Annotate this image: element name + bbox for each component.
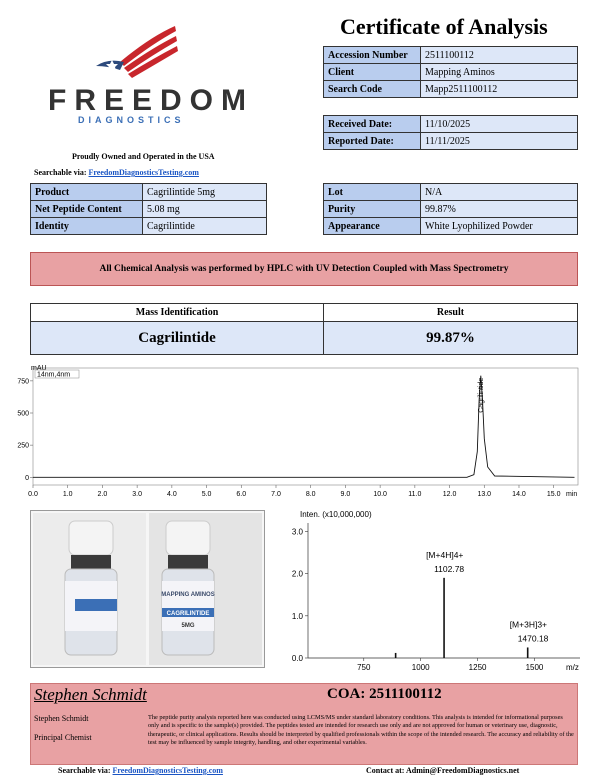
table-value: 5.08 mg	[142, 200, 267, 218]
tagline: Proudly Owned and Operated in the USA	[72, 152, 215, 161]
banner: All Chemical Analysis was performed by H…	[30, 252, 578, 286]
search-link[interactable]: FreedomDiagnosticsTesting.com	[88, 168, 199, 177]
table-value: 11/10/2025	[420, 115, 578, 133]
vial-brand: MAPPING AMINOS	[161, 592, 214, 598]
footer-box: Stephen Schmidt COA: 2511100112 Stephen …	[30, 683, 578, 765]
x-tick-label: 1000	[412, 663, 430, 672]
title: Certificate of Analysis	[340, 14, 548, 39]
coa-number: COA: 2511100112	[327, 686, 442, 702]
y-tick-label: 500	[17, 411, 29, 418]
x-tick-label: 3.0	[132, 491, 142, 498]
channel: 14nm,4nm	[37, 372, 70, 379]
logo-name: FREEDOM	[48, 84, 254, 117]
y-tick-label: 750	[17, 378, 29, 385]
table-value: White Lyophilized Powder	[420, 217, 578, 235]
table-value: N/A	[420, 183, 578, 201]
plot-frame	[32, 367, 579, 486]
x-tick-label: 1500	[526, 663, 544, 672]
y-unit: mAU	[31, 365, 47, 372]
peak-mz: 1470.18	[518, 633, 549, 643]
table-key: Identity	[30, 217, 143, 235]
footer-search-label: Searchable via:	[58, 766, 111, 775]
disclaimer: The peptide purity analysis reported her…	[148, 714, 574, 747]
x-tick-label: 7.0	[271, 491, 281, 498]
x-tick-label: 14.0	[512, 491, 526, 498]
ion-label: [M+3H]3+	[510, 619, 547, 629]
footer-search: Searchable via: FreedomDiagnosticsTestin…	[58, 766, 223, 775]
table-value: Mapping Aminos	[420, 63, 578, 81]
table-value: Cagrilintide 5mg	[142, 183, 267, 201]
table-key: Product	[30, 183, 143, 201]
table-key: Accession Number	[323, 46, 421, 64]
x-tick-label: 15.0	[547, 491, 561, 498]
search: Searchable via: FreedomDiagnosticsTestin…	[34, 168, 199, 177]
x-tick-label: 1.0	[63, 491, 73, 498]
logo-sub: DIAGNOSTICS	[78, 115, 185, 125]
x-unit: m/z	[566, 663, 579, 672]
result-header: Mass Identification	[30, 303, 324, 322]
x-tick-label: 2.0	[98, 491, 108, 498]
table-key: Lot	[323, 183, 421, 201]
table-key: Net Peptide Content	[30, 200, 143, 218]
footer-search-link[interactable]: FreedomDiagnosticsTesting.com	[112, 766, 223, 775]
chemist-role: Principal Chemist	[34, 733, 92, 742]
contact: Contact at: Admin@FreedomDiagnostics.net	[366, 766, 520, 775]
table-value: Cagrilintide	[142, 217, 267, 235]
table-key: Appearance	[323, 217, 421, 235]
x-tick-label: 4.0	[167, 491, 177, 498]
ion-label: [M+4H]4+	[426, 550, 463, 560]
channel-box	[34, 369, 80, 379]
y-tick-label: 3.0	[292, 527, 304, 536]
table-key: Received Date:	[323, 115, 421, 133]
y-tick-label: 0.0	[292, 654, 304, 663]
table-key: Search Code	[323, 80, 421, 98]
y-tick-label: 2.0	[292, 570, 304, 579]
table-value: 2511100112	[420, 46, 578, 64]
result-name: Cagrilintide	[30, 321, 324, 355]
signature: Stephen Schmidt	[34, 685, 147, 704]
x-tick-label: 6.0	[236, 491, 246, 498]
y-label: Inten. (x10,000,000)	[300, 510, 372, 519]
x-tick-label: 13.0	[477, 491, 491, 498]
table-key: Purity	[323, 200, 421, 218]
table-value: 11/11/2025	[420, 132, 578, 150]
photo: MAPPING AMINOS CAGRILINTIDE 5MG	[30, 510, 265, 668]
result-value: 99.87%	[323, 321, 578, 355]
peak-label: Cagrilintide	[478, 378, 485, 413]
mass-spectrum: Inten. (x10,000,000) 0.0 1.0 2.0 3.0 750 1000 1…	[292, 510, 580, 672]
x-tick-label: 750	[357, 663, 371, 672]
x-unit: min	[566, 491, 577, 498]
chemist-name: Stephen Schmidt	[34, 714, 89, 723]
x-tick-label: 5.0	[202, 491, 212, 498]
x-tick-label: 8.0	[306, 491, 316, 498]
table-value: Mapp2511100112	[420, 80, 578, 98]
y-tick-label: 250	[17, 443, 29, 450]
x-tick-label: 0.0	[28, 491, 38, 498]
y-tick-label: 1.0	[292, 612, 304, 621]
trace	[33, 375, 575, 478]
vial-product: CAGRILINTIDE	[167, 611, 210, 617]
x-tick-label: 9.0	[341, 491, 351, 498]
x-tick-label: 11.0	[408, 491, 421, 498]
x-tick-label: 10.0	[373, 491, 387, 498]
vial-dose: 5MG	[181, 623, 194, 629]
x-tick-label: 1250	[469, 663, 487, 672]
logo-mark	[96, 26, 178, 78]
table-key: Reported Date:	[323, 132, 421, 150]
result-header: Result	[323, 303, 578, 322]
y-tick-label: 0	[25, 475, 29, 482]
table-key: Client	[323, 63, 421, 81]
x-tick-label: 12.0	[443, 491, 457, 498]
search-label: Searchable via:	[34, 168, 87, 177]
table-value: 99.87%	[420, 200, 578, 218]
peak-mz: 1102.78	[434, 564, 464, 574]
photo-vials: MAPPING AMINOS CAGRILINTIDE 5MG	[33, 513, 262, 665]
